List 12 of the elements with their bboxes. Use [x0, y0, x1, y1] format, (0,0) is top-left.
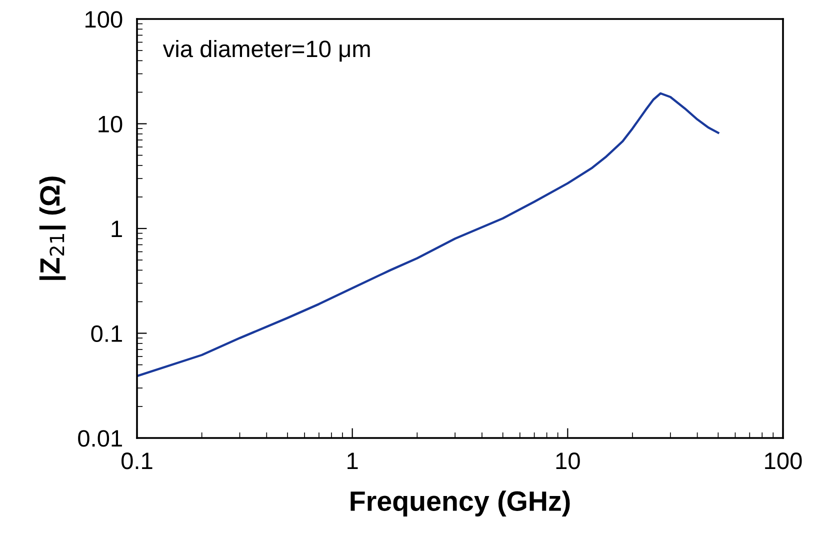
y-tick-label: 0.1	[91, 325, 122, 342]
x-tick-label: 1	[348, 452, 358, 469]
x-tick-label: 10	[556, 452, 580, 470]
x-tick-label: 0.1	[122, 452, 152, 470]
x-axis-title: Frequency (GHz)	[350, 490, 570, 516]
y-tick-label: 100	[86, 11, 122, 28]
y-tick-label: 1	[112, 220, 122, 238]
y-tick-label: 0.01	[78, 430, 122, 447]
x-tick-label: 100	[765, 452, 802, 470]
y-axis-title: |Z$_{21}$| (Ω)	[39, 176, 66, 280]
annotation: via diameter=10 μm	[162, 40, 370, 62]
y-tick-label: 10	[98, 116, 122, 133]
